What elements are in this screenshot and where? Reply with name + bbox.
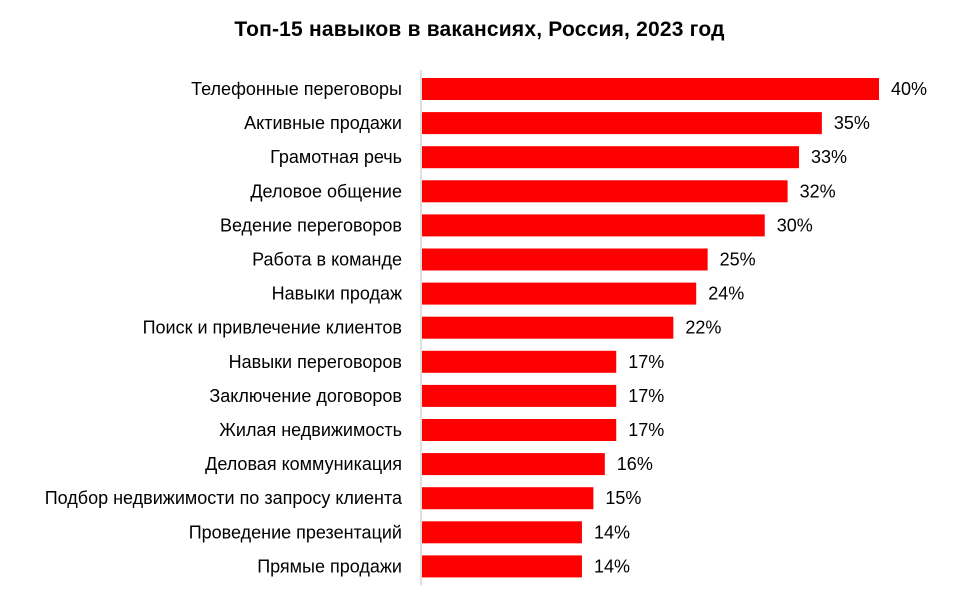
category-label: Проведение презентаций [189,522,402,542]
data-label: 40% [891,79,927,99]
data-label: 17% [628,352,664,372]
category-label: Грамотная речь [270,147,402,167]
category-label: Работа в команде [252,250,402,270]
data-label: 25% [720,250,756,270]
bar-row: Ведение переговоров 30% [220,214,813,237]
category-label: Деловое общение [250,181,402,201]
category-label: Жилая недвижимость [219,420,402,440]
data-label: 32% [800,181,836,201]
bar [422,180,788,203]
category-label: Ведение переговоров [220,215,402,235]
data-label: 17% [628,386,664,406]
bar-row: Работа в команде 25% [252,248,756,271]
bar [422,316,674,339]
bar-row: Деловое общение 32% [250,180,836,203]
bar [422,282,697,305]
category-label: Заключение договоров [209,386,402,406]
category-label: Навыки переговоров [229,352,402,372]
data-label: 30% [777,215,813,235]
bar-row: Навыки переговоров 17% [229,350,664,373]
bar-row: Жилая недвижимость 17% [219,419,664,441]
bar-row: Грамотная речь 33% [270,146,847,169]
bar [422,487,594,510]
category-label: Телефонные переговоры [191,79,402,99]
data-label: 14% [594,522,630,542]
category-label: Прямые продажи [257,556,402,576]
bar [422,146,800,169]
data-label: 17% [628,420,664,440]
bar [422,214,765,237]
category-label: Навыки продаж [272,284,402,304]
bar-row: Прямые продажи 14% [257,555,630,578]
bar [422,555,582,578]
category-label: Подбор недвижимости по запросу клиента [45,488,403,508]
category-label: Активные продажи [244,113,402,133]
bar-row: Телефонные переговоры 40% [191,78,927,100]
bar [422,419,617,441]
data-label: 14% [594,556,630,576]
category-label: Поиск и привлечение клиентов [143,318,402,338]
data-label: 35% [834,113,870,133]
data-label: 15% [605,488,641,508]
bar-row: Поиск и привлечение клиентов 22% [143,316,721,339]
category-label: Деловая коммуникация [205,454,402,474]
data-label: 33% [811,147,847,167]
bar-row: Навыки продаж 24% [272,282,744,305]
bar [422,350,617,373]
bar [422,521,582,544]
bar-row: Проведение презентаций 14% [189,521,630,544]
bar [422,384,617,407]
data-label: 22% [685,318,721,338]
data-label: 24% [708,284,744,304]
bar [422,112,822,135]
bar-row: Подбор недвижимости по запросу клиента 15… [45,487,641,510]
bar-row: Деловая коммуникация 16% [205,453,653,476]
bar [422,248,708,271]
bar [422,78,879,100]
bar-row: Заключение договоров 17% [209,384,664,407]
bar [422,453,605,476]
chart-title: Топ-15 навыков в вакансиях, Россия, 2023… [234,18,725,41]
bar-row: Активные продажи 35% [244,112,870,135]
data-label: 16% [617,454,653,474]
